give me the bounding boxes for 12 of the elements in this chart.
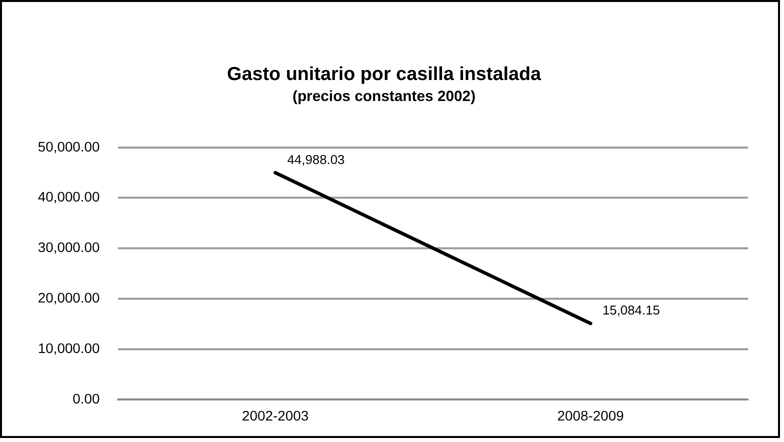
chart-title: Gasto unitario por casilla instalada [227, 62, 542, 84]
text: 15,084.15 [602, 302, 660, 318]
y-tick-label: 20,000.00 [38, 290, 100, 306]
y-tick-label: 0.00 [72, 390, 100, 406]
chart-subtitle: (precios constantes 2002) [292, 89, 476, 106]
y-tick-label: 30,000.00 [38, 239, 100, 256]
y-tick-label: 40,000.00 [38, 188, 100, 205]
x-tick-label: 2002-2003 [242, 408, 309, 424]
y-tick-label: 10,000.00 [38, 340, 100, 356]
x-tick-label: 2008-2009 [557, 408, 624, 424]
text: 44,988.03 [287, 152, 345, 167]
y-tick-label: 50,000.00 [38, 138, 100, 154]
